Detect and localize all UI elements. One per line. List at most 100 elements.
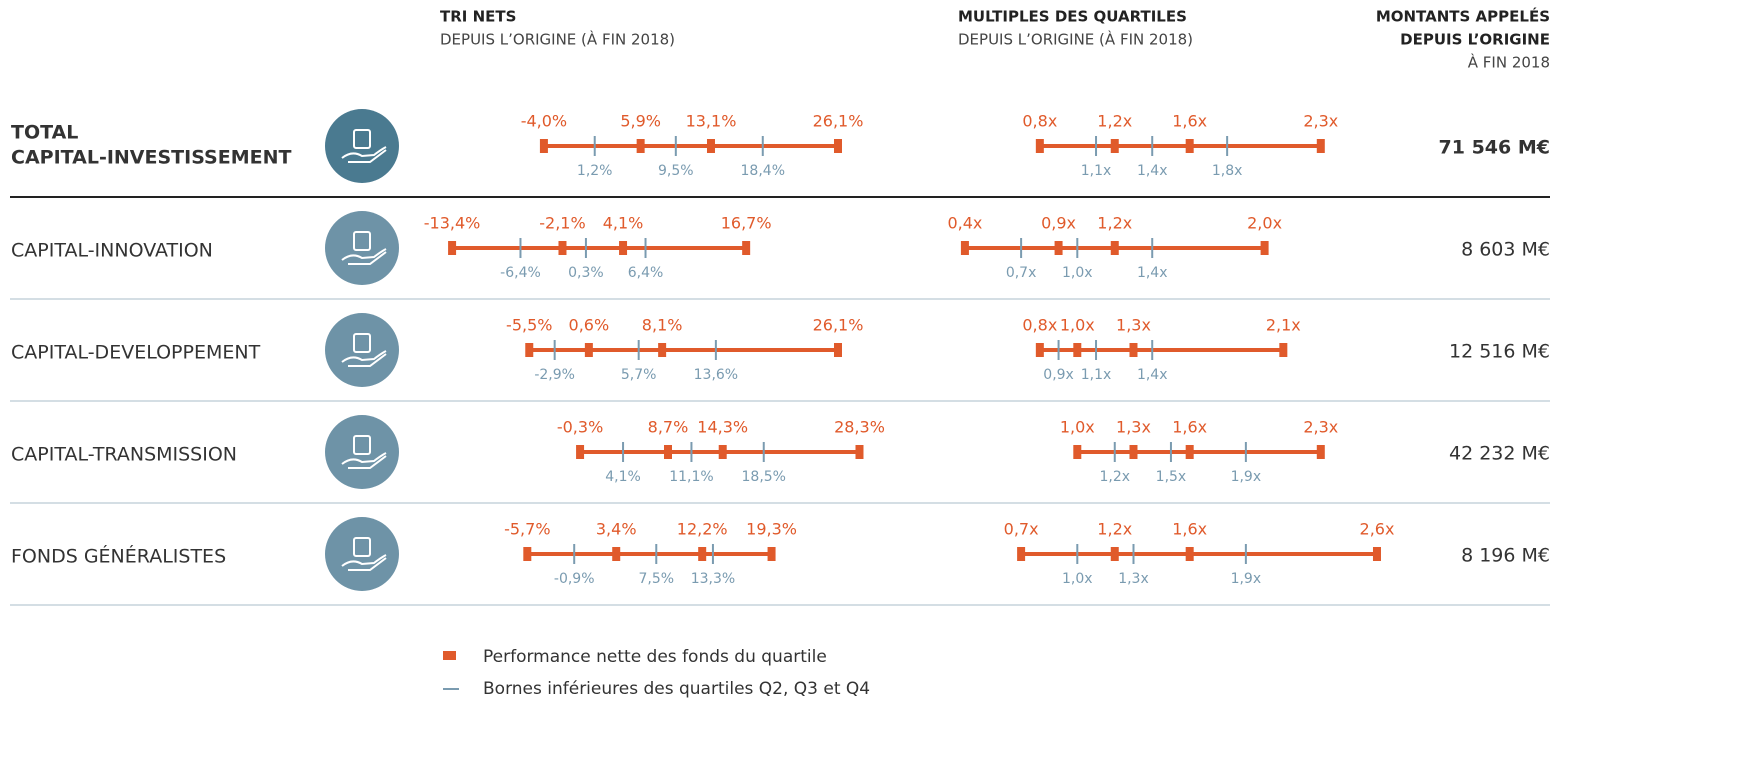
bound-label: 18,4% bbox=[741, 163, 785, 179]
performance-marker bbox=[698, 547, 707, 561]
multiples-subtitle: DEPUIS L’ORIGINE (À FIN 2018) bbox=[958, 30, 1193, 49]
performance-label: 2,0x bbox=[1247, 214, 1282, 233]
performance-marker bbox=[1372, 547, 1381, 561]
amount: 12 516 M€ bbox=[1449, 341, 1550, 363]
performance-label: 0,6% bbox=[569, 316, 610, 335]
row-label: FONDS GÉNÉRALISTES bbox=[11, 545, 226, 568]
performance-label: 12,2% bbox=[677, 520, 728, 539]
bound-label: 0,9x bbox=[1043, 367, 1074, 383]
icon bbox=[325, 415, 399, 489]
performance-marker bbox=[1035, 343, 1044, 357]
bound-label: 5,7% bbox=[621, 367, 657, 383]
bound-label: 1,9x bbox=[1231, 469, 1262, 485]
performance-label: -4,0% bbox=[521, 112, 567, 131]
performance-label: 26,1% bbox=[813, 112, 864, 131]
amount-title: DEPUIS L’ORIGINE bbox=[1400, 31, 1550, 49]
performance-marker bbox=[658, 343, 667, 357]
performance-marker bbox=[1110, 139, 1119, 153]
performance-label: -13,4% bbox=[424, 214, 481, 233]
bound-label: 1,3x bbox=[1118, 571, 1149, 587]
amount: 8 196 M€ bbox=[1461, 545, 1550, 567]
performance-marker bbox=[855, 445, 864, 459]
performance-label: 1,2x bbox=[1097, 520, 1132, 539]
bound-label: 1,4x bbox=[1137, 265, 1168, 281]
performance-marker bbox=[576, 445, 585, 459]
bound-label: 1,0x bbox=[1062, 265, 1093, 281]
performance-label: 1,3x bbox=[1116, 316, 1151, 335]
performance-marker bbox=[1185, 139, 1194, 153]
row-label: TOTAL bbox=[11, 122, 78, 144]
row-label: CAPITAL-INVESTISSEMENT bbox=[11, 147, 291, 169]
row-label: CAPITAL-INNOVATION bbox=[11, 240, 213, 262]
performance-label: 1,2x bbox=[1097, 112, 1132, 131]
tri-title: TRI NETS bbox=[440, 8, 516, 26]
bound-label: 1,9x bbox=[1231, 571, 1262, 587]
bound-label: 1,2x bbox=[1099, 469, 1130, 485]
performance-label: 1,0x bbox=[1060, 316, 1095, 335]
performance-marker bbox=[636, 139, 645, 153]
performance-marker bbox=[1316, 445, 1325, 459]
performance-label: 1,3x bbox=[1116, 418, 1151, 437]
performance-label: 2,3x bbox=[1303, 112, 1338, 131]
bound-label: 18,5% bbox=[742, 469, 786, 485]
performance-marker bbox=[1035, 139, 1044, 153]
performance-label: 0,8x bbox=[1022, 112, 1057, 131]
bound-label: 7,5% bbox=[638, 571, 674, 587]
performance-marker bbox=[833, 343, 842, 357]
performance-marker bbox=[742, 241, 751, 255]
performance-label: 0,7x bbox=[1004, 520, 1039, 539]
performance-marker bbox=[1185, 445, 1194, 459]
performance-label: 4,1% bbox=[603, 214, 644, 233]
performance-marker bbox=[612, 547, 621, 561]
performance-marker bbox=[1185, 547, 1194, 561]
performance-label: 19,3% bbox=[746, 520, 797, 539]
performance-label: 28,3% bbox=[834, 418, 885, 437]
performance-marker bbox=[1129, 343, 1138, 357]
performance-label: 8,1% bbox=[642, 316, 683, 335]
performance-label: 1,6x bbox=[1172, 520, 1207, 539]
performance-label: 2,1x bbox=[1266, 316, 1301, 335]
performance-label: 1,2x bbox=[1097, 214, 1132, 233]
performance-label: -5,5% bbox=[506, 316, 552, 335]
bound-label: 11,1% bbox=[669, 469, 713, 485]
icon bbox=[325, 109, 399, 183]
tri-subtitle: DEPUIS L’ORIGINE (À FIN 2018) bbox=[440, 30, 675, 49]
icon bbox=[341, 146, 387, 163]
bound-label: 1,0x bbox=[1062, 571, 1093, 587]
icon bbox=[341, 248, 387, 265]
performance-label: -2,1% bbox=[539, 214, 585, 233]
performance-label: 1,0x bbox=[1060, 418, 1095, 437]
legend-label: Performance nette des fonds du quartile bbox=[483, 647, 827, 667]
legend-swatch bbox=[443, 651, 456, 660]
performance-marker bbox=[523, 547, 532, 561]
icon bbox=[341, 350, 387, 367]
icon bbox=[353, 333, 371, 353]
performance-label: 2,3x bbox=[1303, 418, 1338, 437]
bound-label: 0,7x bbox=[1006, 265, 1037, 281]
performance-marker bbox=[960, 241, 969, 255]
performance-marker bbox=[1017, 547, 1026, 561]
icon bbox=[325, 313, 399, 387]
performance-label: 26,1% bbox=[813, 316, 864, 335]
bound-label: 9,5% bbox=[658, 163, 694, 179]
icon bbox=[353, 231, 371, 251]
bound-label: 1,2% bbox=[577, 163, 613, 179]
performance-label: 3,4% bbox=[596, 520, 637, 539]
performance-label: 8,7% bbox=[648, 418, 689, 437]
performance-marker bbox=[539, 139, 548, 153]
amount: 42 232 M€ bbox=[1449, 443, 1550, 465]
amount-title: MONTANTS APPELÉS bbox=[1376, 7, 1550, 26]
performance-label: 2,6x bbox=[1360, 520, 1395, 539]
legend-label: Bornes inférieures des quartiles Q2, Q3 … bbox=[483, 679, 870, 699]
amount-subtitle: À FIN 2018 bbox=[1468, 53, 1550, 72]
bound-label: -0,9% bbox=[554, 571, 595, 587]
amount: 8 603 M€ bbox=[1461, 239, 1550, 261]
icon bbox=[353, 129, 371, 149]
bound-label: 0,3% bbox=[568, 265, 604, 281]
performance-marker bbox=[525, 343, 534, 357]
bound-label: 1,5x bbox=[1156, 469, 1187, 485]
performance-label: 0,4x bbox=[947, 214, 982, 233]
performance-label: 14,3% bbox=[697, 418, 748, 437]
performance-label: -0,3% bbox=[557, 418, 603, 437]
